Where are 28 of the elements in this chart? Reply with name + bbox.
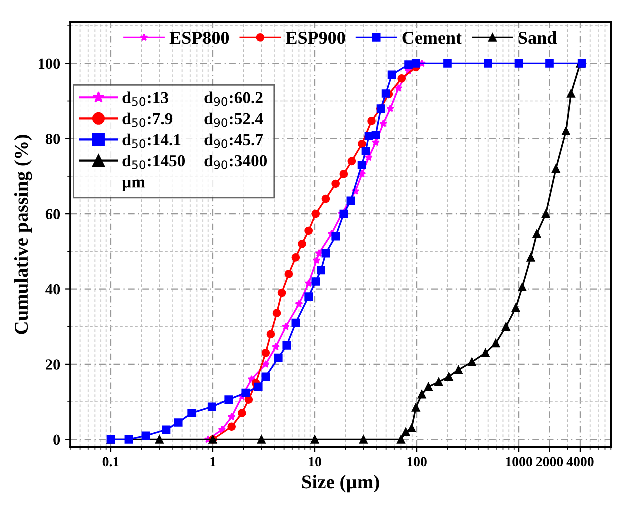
x-axis-title: Size (µm) — [302, 475, 380, 493]
annotation: d$_{50}$:14.1 — [122, 134, 181, 148]
legend-label: ESP900 — [286, 32, 346, 44]
legend-label: Cement — [402, 32, 462, 44]
x-tick-label: 1000 — [506, 457, 532, 467]
y-tick-label: 0 — [54, 434, 60, 446]
annotation: d$_{90}$:52.4 — [204, 112, 264, 128]
y-axis-title: Cumulative passing (%) — [14, 135, 32, 334]
legend-label: Sand — [518, 31, 557, 44]
y-tick-label: 40 — [46, 284, 60, 295]
y-tick-label: 60 — [46, 209, 60, 220]
legend-label: ESP800 — [170, 32, 230, 44]
x-tick-label: 0.1 — [102, 457, 119, 467]
annotation: d$_{50}$:7.9 — [122, 112, 173, 128]
annotation: d$_{90}$:45.7 — [204, 134, 264, 148]
annotation: d$_{90}$:3400 — [204, 154, 268, 170]
x-tick-label: 10 — [309, 457, 322, 467]
y-tick-label: 80 — [46, 134, 60, 144]
annotation: µm — [122, 180, 146, 192]
annotation: d$_{90}$:60.2 — [204, 92, 263, 106]
x-tick-label: 100 — [408, 457, 427, 467]
x-tick-label: 2000 — [536, 457, 564, 467]
x-tick-label: 1 — [210, 457, 216, 467]
y-tick-label: 20 — [46, 360, 60, 370]
x-tick-label: 4000 — [566, 457, 594, 467]
annotation: d$_{50}$:13 — [122, 92, 168, 106]
annotation: d$_{50}$:1450 — [122, 154, 186, 170]
y-tick-label: 100 — [38, 58, 60, 70]
